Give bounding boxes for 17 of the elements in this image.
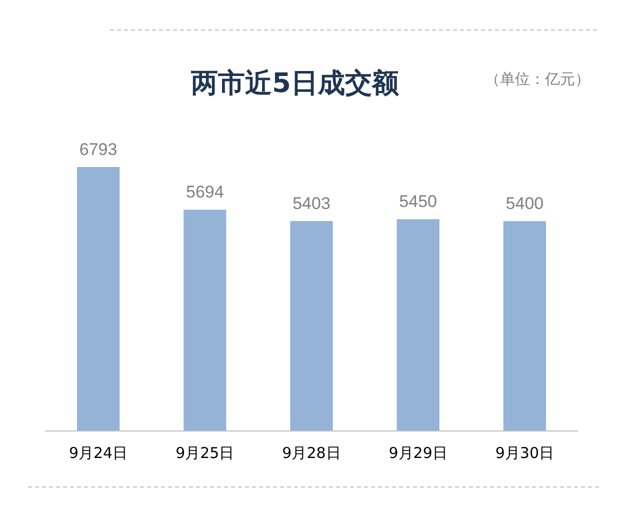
chart-title: 两市近5日成交额 [190,68,400,99]
bar [503,221,546,431]
bar [76,167,120,431]
x-tick-label: 9月24日 [68,444,128,462]
x-tick-label: 9月29日 [388,444,448,462]
bar [396,219,440,431]
x-tick-label: 9月25日 [176,444,234,462]
data-label: 5694 [186,182,224,202]
x-tick-label: 9月30日 [495,444,554,462]
data-label: 5450 [399,192,438,212]
data-label: 6793 [79,140,118,159]
data-label: 5400 [506,194,544,214]
chart-subtitle: （单位：亿元） [485,70,590,88]
data-label: 5403 [292,194,330,214]
x-tick-label: 9月28日 [282,444,341,462]
bar [184,210,226,431]
bar [290,221,333,431]
